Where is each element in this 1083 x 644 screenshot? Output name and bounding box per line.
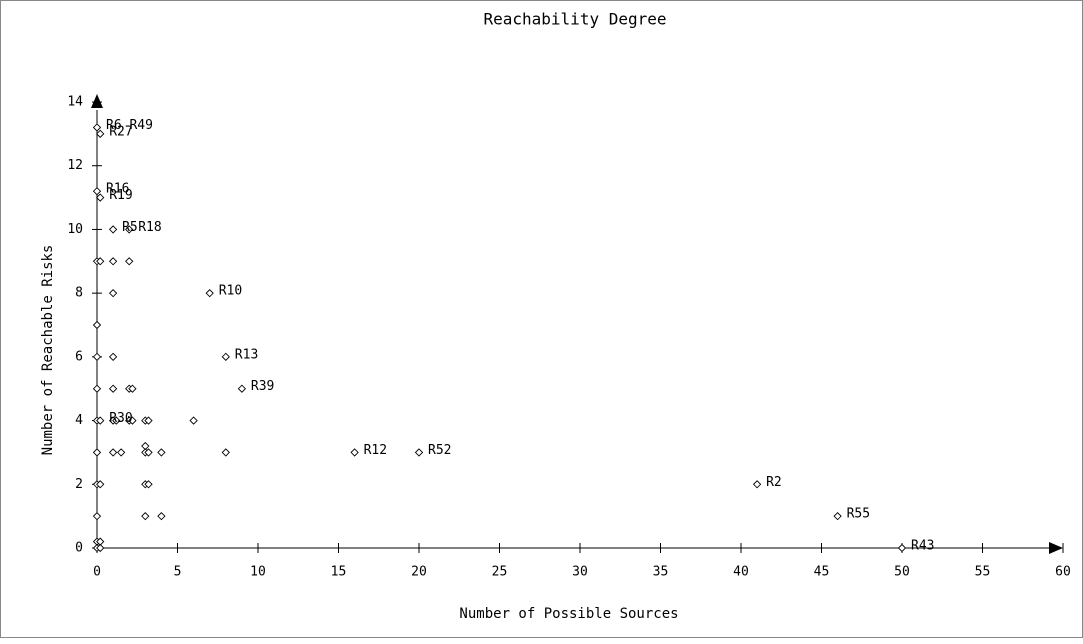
point-label: R18 (138, 220, 161, 235)
data-point (108, 225, 118, 234)
data-point (92, 352, 102, 361)
x-tick-label: 35 (653, 565, 669, 580)
point-label: R55 (847, 507, 870, 522)
point-label: R13 (235, 347, 258, 362)
point-label: R6 R49 (106, 118, 153, 133)
data-point (833, 512, 842, 521)
data-point (157, 448, 166, 457)
data-point (350, 448, 359, 457)
data-point (128, 384, 137, 393)
y-tick-label: 12 (67, 158, 83, 173)
point-label: R30 (109, 411, 132, 426)
data-point (125, 257, 134, 266)
point-label: R10 (219, 284, 242, 299)
data-point (108, 289, 118, 298)
data-point (92, 512, 102, 521)
chart-title: Reachability Degree (483, 10, 666, 29)
x-tick-label: 0 (93, 565, 101, 580)
data-point (92, 384, 102, 393)
y-tick-label: 2 (75, 477, 83, 492)
data-point (96, 257, 105, 266)
data-point (125, 225, 134, 234)
data-point (96, 193, 105, 202)
data-point (92, 123, 102, 132)
x-tick-label: 25 (492, 565, 508, 580)
data-point (108, 384, 118, 393)
point-label: R43 (911, 539, 934, 554)
x-axis-arrow (1049, 542, 1063, 554)
y-axis-title: Number of Reachable Risks (40, 245, 56, 456)
data-point (144, 480, 153, 489)
data-point (96, 543, 105, 553)
data-point (141, 512, 150, 521)
data-point (108, 448, 118, 457)
y-tick-label: 10 (67, 222, 83, 237)
data-point (96, 416, 105, 425)
x-tick-label: 55 (975, 565, 991, 580)
ticks: 0 5 10 15 20 25 30 35 40 45 50 55 60 0 2 4 6 8 10 12 14 (67, 95, 1070, 580)
point-label: R12 (364, 443, 387, 458)
data-point (144, 416, 153, 425)
point-label: R52 (428, 443, 451, 458)
y-tick-label: 14 (67, 95, 83, 110)
data-point (117, 448, 126, 457)
x-tick-label: 5 (174, 565, 182, 580)
x-tick-label: 10 (250, 565, 266, 580)
data-point (128, 416, 137, 425)
data-point (96, 480, 105, 489)
y-tick-label: 4 (75, 413, 83, 428)
data-points (92, 123, 907, 553)
y-tick-label: 0 (75, 541, 83, 556)
point-label: R27 (109, 124, 132, 139)
data-point (237, 384, 247, 393)
data-point (92, 448, 102, 457)
x-tick-label: 45 (814, 565, 830, 580)
data-point (221, 352, 230, 361)
point-label: R2 (766, 475, 782, 490)
data-point (157, 512, 166, 521)
data-point (205, 289, 214, 298)
point-label: R19 (109, 188, 132, 203)
x-tick-label: 20 (411, 565, 427, 580)
x-tick-label: 50 (894, 565, 910, 580)
data-point (414, 448, 424, 457)
y-axis-arrow (91, 94, 103, 108)
data-point (189, 416, 198, 425)
x-axis-title: Number of Possible Sources (459, 606, 678, 622)
point-label: R5 (122, 220, 138, 235)
y-tick-label: 8 (75, 286, 83, 301)
data-point (108, 257, 118, 266)
data-point (108, 352, 118, 361)
data-point (112, 416, 121, 425)
x-tick-label: 15 (331, 565, 347, 580)
point-label: R16 (106, 182, 129, 197)
x-tick-label: 60 (1055, 565, 1071, 580)
data-point (221, 448, 230, 457)
point-label: R39 (251, 379, 274, 394)
x-tick-label: 30 (572, 565, 588, 580)
data-point (897, 543, 907, 553)
data-point (92, 320, 102, 330)
data-point (752, 480, 762, 489)
data-point (144, 448, 153, 457)
y-tick-label: 6 (75, 349, 83, 364)
data-point (92, 187, 102, 196)
x-tick-label: 40 (733, 565, 749, 580)
data-point (96, 129, 105, 138)
